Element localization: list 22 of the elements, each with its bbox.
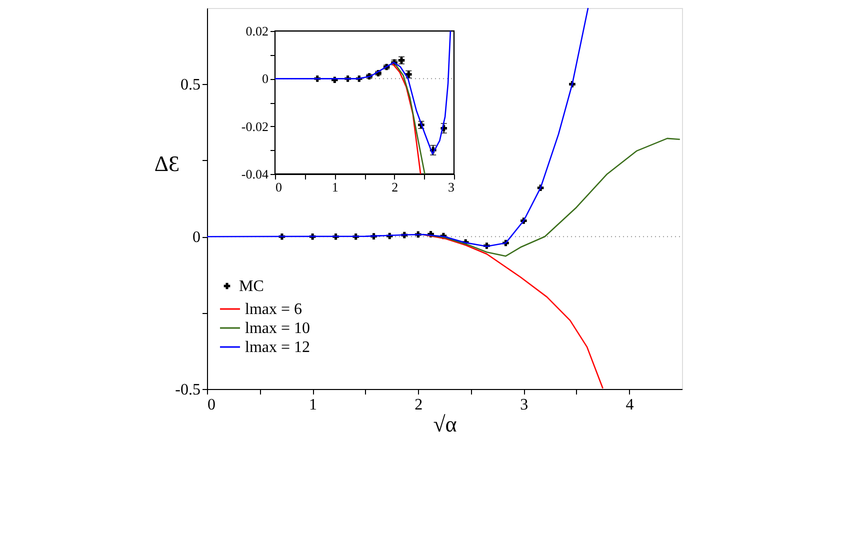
y-axis-title: ΔƐ bbox=[154, 151, 180, 176]
y-tick-label: -0.5 bbox=[175, 382, 200, 398]
x-tick-label: 0 bbox=[276, 180, 282, 194]
legend-label: MC bbox=[239, 278, 264, 295]
legend-label: lmax = 6 bbox=[245, 301, 302, 318]
y-tick-label: 0.5 bbox=[180, 76, 200, 94]
x-tick-label: 4 bbox=[626, 396, 634, 414]
x-tick-label: 3 bbox=[520, 396, 528, 414]
x-tick-label: 2 bbox=[414, 396, 423, 414]
y-tick-label: 0 bbox=[192, 229, 200, 246]
legend-label: lmax = 12 bbox=[245, 339, 310, 356]
y-tick-label: -0.02 bbox=[241, 118, 268, 134]
y-tick-label: -0.04 bbox=[241, 166, 269, 182]
legend-label: lmax = 10 bbox=[245, 320, 310, 337]
y-tick-label: 0 bbox=[262, 71, 268, 86]
y-tick-label: 0.02 bbox=[246, 24, 268, 38]
x-tick-label: 3 bbox=[448, 180, 454, 194]
x-tick-label: 0 bbox=[208, 396, 216, 414]
x-tick-label: 1 bbox=[332, 180, 338, 194]
x-axis-title: √α bbox=[433, 412, 458, 436]
x-tick-label: 2 bbox=[392, 180, 398, 194]
x-tick-label: 1 bbox=[309, 396, 318, 414]
